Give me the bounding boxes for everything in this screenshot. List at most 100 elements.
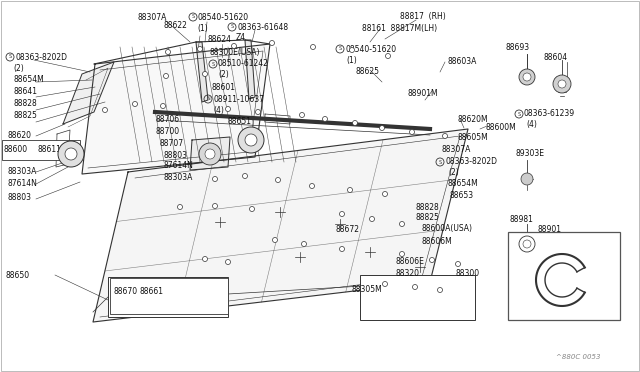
- Text: 88305M: 88305M: [352, 285, 383, 294]
- Text: Z4: Z4: [236, 33, 246, 42]
- Text: N: N: [206, 96, 210, 102]
- Text: 88693: 88693: [505, 42, 529, 51]
- Circle shape: [521, 173, 533, 185]
- Circle shape: [383, 192, 387, 196]
- Text: 88661: 88661: [140, 288, 164, 296]
- Circle shape: [225, 260, 230, 264]
- Text: S: S: [211, 61, 214, 67]
- Circle shape: [212, 176, 218, 182]
- Circle shape: [310, 183, 314, 189]
- Text: S: S: [339, 46, 342, 51]
- Text: 88803: 88803: [8, 192, 32, 202]
- Text: 88706: 88706: [155, 115, 179, 125]
- Polygon shape: [63, 62, 114, 124]
- Circle shape: [132, 102, 138, 106]
- Circle shape: [275, 177, 280, 183]
- Text: S: S: [438, 160, 442, 164]
- Circle shape: [339, 247, 344, 251]
- Polygon shape: [190, 137, 230, 170]
- Text: S: S: [8, 55, 12, 60]
- Circle shape: [410, 129, 415, 135]
- Circle shape: [199, 143, 221, 165]
- Text: 88654M: 88654M: [448, 180, 479, 189]
- Circle shape: [553, 75, 571, 93]
- Text: 88625: 88625: [356, 67, 380, 77]
- Circle shape: [198, 46, 202, 51]
- Text: 88611: 88611: [38, 145, 62, 154]
- Text: 88606M: 88606M: [422, 237, 452, 246]
- Text: 88307A: 88307A: [138, 13, 168, 22]
- Circle shape: [523, 240, 531, 248]
- Text: 08363-8202D: 08363-8202D: [15, 52, 67, 61]
- Circle shape: [58, 141, 84, 167]
- Text: 88700: 88700: [155, 126, 179, 135]
- Text: 88300: 88300: [456, 269, 480, 278]
- Circle shape: [442, 134, 447, 138]
- Circle shape: [438, 288, 442, 292]
- Text: 88650: 88650: [6, 270, 30, 279]
- Text: 88601: 88601: [211, 83, 235, 93]
- Text: 08363-61648: 08363-61648: [237, 22, 288, 32]
- Text: 88707: 88707: [160, 138, 184, 148]
- Circle shape: [243, 173, 248, 179]
- Circle shape: [65, 148, 77, 160]
- Circle shape: [205, 149, 215, 159]
- Text: 88604: 88604: [543, 52, 567, 61]
- Polygon shape: [93, 129, 468, 322]
- Circle shape: [102, 108, 108, 112]
- Circle shape: [166, 49, 170, 55]
- Text: 88605M: 88605M: [458, 134, 489, 142]
- Text: 88600: 88600: [4, 145, 28, 154]
- Circle shape: [202, 257, 207, 262]
- Circle shape: [456, 262, 461, 266]
- Text: 88817  (RH): 88817 (RH): [400, 13, 445, 22]
- Text: 89303E: 89303E: [515, 150, 544, 158]
- Circle shape: [385, 54, 390, 58]
- Text: S: S: [517, 112, 520, 116]
- Circle shape: [349, 48, 355, 52]
- Text: (4): (4): [526, 121, 537, 129]
- Text: S: S: [230, 25, 234, 29]
- Polygon shape: [245, 40, 255, 99]
- Text: 88300E(USA): 88300E(USA): [210, 48, 260, 57]
- Text: 88620M: 88620M: [458, 115, 488, 125]
- Circle shape: [225, 106, 230, 112]
- Text: 87614N: 87614N: [163, 161, 193, 170]
- Circle shape: [523, 73, 531, 81]
- Text: 88303A: 88303A: [163, 173, 193, 182]
- Bar: [360, 275, 475, 320]
- Bar: [110, 278, 228, 314]
- Bar: [508, 232, 620, 320]
- Circle shape: [413, 285, 417, 289]
- Circle shape: [519, 69, 535, 85]
- Text: (2): (2): [13, 64, 24, 73]
- Text: 88651: 88651: [228, 118, 252, 126]
- Text: (4): (4): [213, 106, 224, 115]
- Circle shape: [323, 116, 328, 122]
- Polygon shape: [196, 42, 208, 102]
- Text: 88653: 88653: [450, 192, 474, 201]
- Text: 87614N: 87614N: [8, 179, 38, 187]
- Circle shape: [339, 212, 344, 217]
- Circle shape: [255, 109, 260, 115]
- Text: 08363-8202D: 08363-8202D: [445, 157, 497, 167]
- Text: 08540-51620: 08540-51620: [345, 45, 396, 54]
- Circle shape: [429, 257, 435, 263]
- Circle shape: [353, 121, 358, 125]
- Text: 88825: 88825: [13, 112, 37, 121]
- Circle shape: [383, 282, 387, 286]
- Text: 88624: 88624: [207, 35, 231, 45]
- Circle shape: [269, 41, 275, 45]
- Text: 88828: 88828: [13, 99, 36, 109]
- Text: 88901: 88901: [538, 224, 562, 234]
- Circle shape: [245, 134, 257, 146]
- Text: 88307A: 88307A: [442, 145, 472, 154]
- Text: 08911-10637: 08911-10637: [213, 94, 264, 103]
- Text: (2): (2): [218, 71, 228, 80]
- Text: (1): (1): [346, 55, 356, 64]
- Text: (2): (2): [448, 169, 459, 177]
- Text: 88606E: 88606E: [396, 257, 425, 266]
- Text: 88641: 88641: [13, 87, 37, 96]
- Circle shape: [202, 71, 207, 77]
- Text: 88603A: 88603A: [448, 58, 477, 67]
